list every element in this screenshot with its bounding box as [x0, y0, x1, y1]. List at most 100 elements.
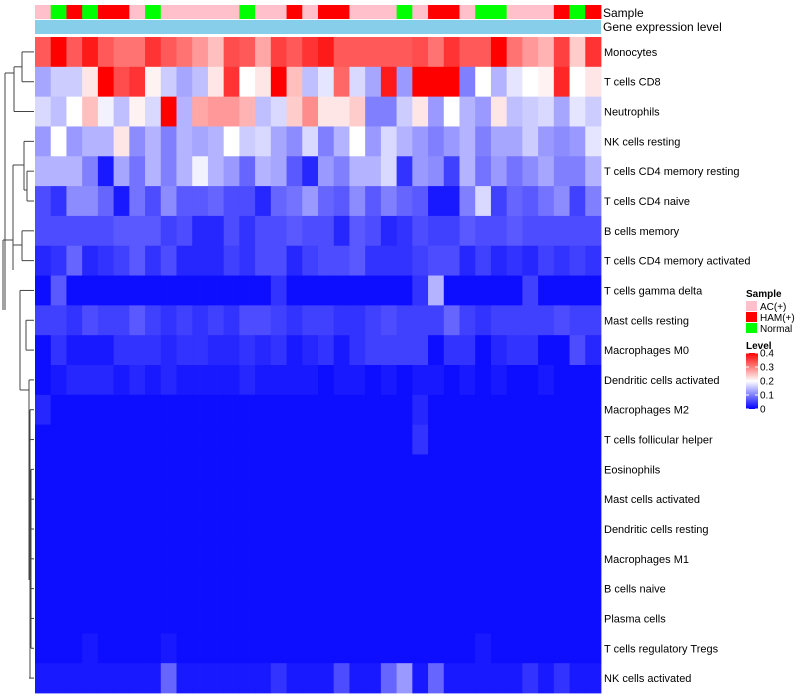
heatmap-cell — [160, 543, 177, 575]
heatmap-cell — [207, 335, 225, 366]
heatmap-cell — [145, 37, 162, 68]
heatmap-cell — [428, 305, 445, 336]
heatmap-cell — [160, 245, 177, 276]
heatmap-cell — [333, 335, 350, 366]
heatmap-cell — [522, 603, 539, 634]
heatmap-cell — [207, 37, 225, 68]
heatmap-cell — [506, 573, 523, 604]
heatmap-cell — [50, 245, 67, 276]
heatmap-cell — [35, 275, 52, 306]
heatmap-cell — [396, 454, 413, 485]
heatmap-cell — [522, 215, 539, 247]
heatmap-cell — [129, 633, 146, 664]
heatmap-cell — [160, 305, 177, 336]
heatmap-cell — [97, 66, 115, 98]
heatmap-cell — [160, 484, 177, 515]
heatmap-cell — [302, 663, 319, 694]
heatmap-cell — [239, 37, 256, 68]
heatmap-cell — [35, 603, 52, 634]
heatmap-cell — [475, 245, 492, 276]
heatmap-cell — [50, 573, 67, 604]
heatmap-cell — [569, 156, 586, 187]
heatmap-cell — [506, 454, 523, 485]
heatmap-cell — [396, 514, 413, 545]
heatmap-cell — [302, 335, 319, 366]
heatmap-cell — [443, 96, 460, 127]
heatmap-cell — [270, 633, 287, 664]
heatmap-cell — [176, 454, 193, 485]
heatmap-cell — [475, 156, 492, 187]
heatmap-cell — [522, 186, 539, 217]
sample-annotation-cell — [333, 5, 350, 19]
sample-annotation-cell — [66, 5, 83, 19]
heatmap-cell — [506, 335, 523, 366]
heatmap-cell — [145, 454, 162, 485]
heatmap-cell — [192, 126, 209, 157]
heatmap-cell — [443, 394, 460, 426]
sample-annotation-cell — [113, 5, 130, 19]
heatmap-cell — [286, 454, 303, 485]
heatmap-cell — [50, 603, 67, 634]
heatmap-cell — [365, 275, 382, 306]
heatmap-cell — [286, 335, 303, 366]
heatmap-cell — [302, 514, 319, 545]
row-label: T cells gamma delta — [604, 285, 703, 297]
heatmap-cell — [192, 275, 209, 306]
heatmap-cell — [318, 335, 335, 366]
heatmap-cell — [380, 156, 398, 187]
heatmap-cell — [223, 245, 240, 276]
heatmap-cell — [349, 156, 366, 187]
heatmap-cell — [553, 186, 570, 217]
legend-tick-label: 0.2 — [760, 377, 774, 388]
heatmap-cell — [286, 394, 303, 426]
heatmap-cell — [286, 543, 303, 575]
heatmap-cell — [145, 603, 162, 634]
heatmap-cell — [255, 186, 272, 217]
heatmap-cell — [302, 275, 319, 306]
heatmap-cell — [50, 663, 67, 694]
heatmap-cell — [255, 484, 272, 515]
heatmap-cell — [286, 245, 303, 276]
heatmap-cell — [302, 484, 319, 515]
heatmap-cell — [506, 275, 523, 306]
heatmap-cell — [412, 215, 429, 247]
heatmap-cell — [113, 66, 130, 98]
heatmap-cell — [428, 335, 445, 366]
heatmap-cell — [270, 305, 287, 336]
heatmap-cell — [318, 66, 335, 98]
heatmap-cell — [176, 603, 193, 634]
heatmap-cell — [302, 365, 319, 396]
heatmap-cell — [66, 394, 83, 426]
heatmap-cell — [475, 394, 492, 426]
heatmap-cell — [207, 186, 225, 217]
legend-level-title: Level — [746, 341, 772, 352]
heatmap-cell — [66, 573, 83, 604]
heatmap-cell — [82, 663, 99, 694]
heatmap-cell — [412, 66, 429, 98]
heatmap-cell — [35, 424, 52, 455]
heatmap-cell — [223, 514, 240, 545]
heatmap-cell — [302, 305, 319, 336]
heatmap-cell — [522, 543, 539, 575]
heatmap-cell — [443, 126, 460, 157]
heatmap-cell — [349, 66, 366, 98]
heatmap-cell — [302, 543, 319, 575]
heatmap-cell — [490, 543, 508, 575]
heatmap-cell — [569, 275, 586, 306]
heatmap-cell — [349, 394, 366, 426]
sample-annotation-cell — [286, 5, 303, 19]
heatmap-cell — [569, 484, 586, 515]
heatmap-cell — [333, 156, 350, 187]
heatmap-cell — [97, 514, 115, 545]
heatmap-cell — [522, 394, 539, 426]
heatmap-cell — [302, 215, 319, 247]
heatmap-cell — [66, 663, 83, 694]
heatmap-cell — [380, 543, 398, 575]
heatmap-cell — [176, 335, 193, 366]
heatmap-cell — [145, 275, 162, 306]
heatmap-cell — [490, 454, 508, 485]
heatmap-cell — [459, 245, 476, 276]
heatmap-cell — [365, 335, 382, 366]
sample-annotation-cell — [443, 5, 460, 19]
heatmap-cell — [538, 484, 555, 515]
